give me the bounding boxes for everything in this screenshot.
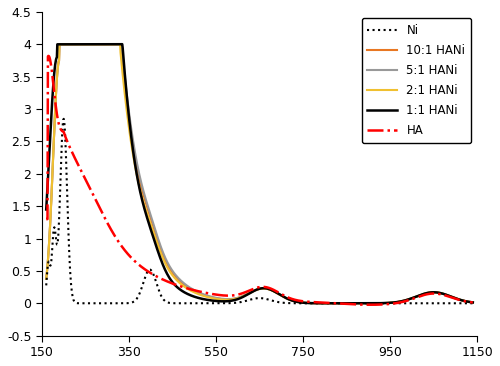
2:1 HANi (384, 301, 390, 305)
2:1 HANi (216, 297, 222, 302)
5:1 HANi (336, 301, 342, 306)
HA (216, 293, 222, 297)
1:1 HANi (119, 42, 125, 46)
1:1 HANi (384, 301, 390, 305)
10:1 HANi (376, 301, 382, 305)
1:1 HANi (87, 42, 93, 46)
HA (368, 303, 374, 307)
5:1 HANi (359, 301, 365, 306)
HA (384, 302, 390, 306)
HA (232, 293, 237, 298)
1:1 HANi (216, 299, 222, 303)
10:1 HANi (216, 296, 222, 301)
2:1 HANi (376, 301, 382, 305)
5:1 HANi (376, 301, 382, 305)
Ni (60, 117, 66, 121)
Line: Ni: Ni (46, 119, 473, 303)
HA (43, 217, 49, 221)
5:1 HANi (118, 42, 124, 46)
Line: 1:1 HANi: 1:1 HANi (46, 44, 473, 303)
5:1 HANi (216, 296, 222, 300)
HA (87, 187, 93, 191)
2:1 HANi (232, 297, 237, 301)
1:1 HANi (376, 301, 382, 305)
2:1 HANi (43, 277, 49, 281)
Ni (43, 283, 49, 288)
10:1 HANi (232, 296, 237, 301)
Ni (470, 301, 476, 306)
2:1 HANi (470, 300, 476, 305)
HA (46, 54, 52, 58)
5:1 HANi (470, 300, 476, 305)
Ni (336, 301, 342, 306)
10:1 HANi (470, 300, 476, 305)
Ni (232, 301, 237, 305)
Line: 10:1 HANi: 10:1 HANi (46, 44, 473, 303)
5:1 HANi (384, 301, 390, 305)
10:1 HANi (384, 301, 390, 305)
Line: 2:1 HANi: 2:1 HANi (46, 44, 473, 303)
10:1 HANi (87, 42, 93, 46)
1:1 HANi (470, 300, 476, 305)
10:1 HANi (336, 301, 342, 306)
2:1 HANi (117, 42, 123, 46)
1:1 HANi (352, 301, 358, 306)
5:1 HANi (232, 296, 237, 301)
Line: 5:1 HANi: 5:1 HANi (46, 44, 473, 303)
10:1 HANi (358, 301, 364, 306)
Legend: Ni, 10:1 HANi, 5:1 HANi, 2:1 HANi, 1:1 HANi, HA: Ni, 10:1 HANi, 5:1 HANi, 2:1 HANi, 1:1 H… (362, 18, 472, 143)
HA (376, 302, 382, 307)
5:1 HANi (87, 42, 93, 46)
HA (336, 301, 342, 306)
10:1 HANi (118, 42, 124, 46)
1:1 HANi (336, 301, 342, 306)
5:1 HANi (43, 277, 49, 281)
2:1 HANi (358, 301, 364, 306)
10:1 HANi (43, 277, 49, 281)
Ni (376, 301, 382, 306)
HA (470, 300, 476, 305)
1:1 HANi (43, 207, 49, 212)
2:1 HANi (87, 42, 93, 46)
2:1 HANi (336, 301, 342, 306)
Line: HA: HA (46, 56, 473, 305)
Ni (216, 301, 222, 306)
Ni (87, 301, 93, 306)
1:1 HANi (232, 298, 237, 302)
Ni (384, 301, 390, 306)
